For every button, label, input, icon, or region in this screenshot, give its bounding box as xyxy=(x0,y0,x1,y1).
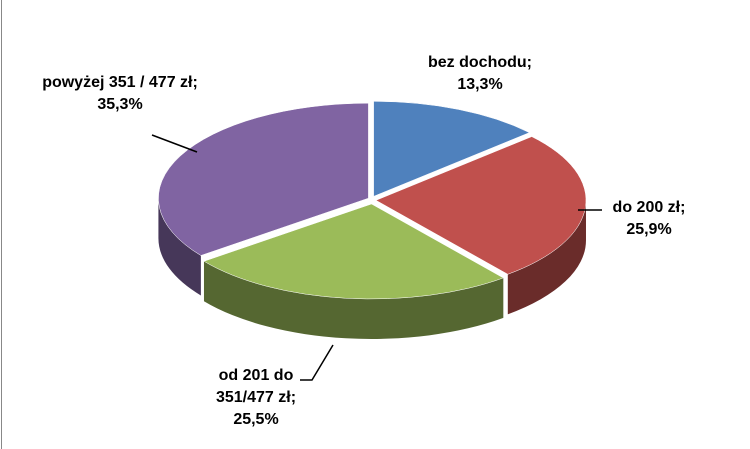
slice-side xyxy=(507,200,586,315)
label-value: 13,3% xyxy=(457,76,503,93)
leader-line xyxy=(300,344,334,381)
slice-side xyxy=(203,261,504,339)
leader-lines xyxy=(151,134,602,381)
slice-sides xyxy=(158,198,586,339)
label-value: 25,9% xyxy=(626,221,672,238)
data-label: do 200 zł; 25,9% xyxy=(604,197,694,241)
label-category: do 200 zł; xyxy=(612,199,686,216)
label-value: 25,5% xyxy=(233,411,279,428)
label-category: powyżej 351 / 477 zł; xyxy=(42,74,198,91)
data-label: powyżej 351 / 477 zł; 35,3% xyxy=(40,72,200,116)
slice-tops xyxy=(158,101,587,300)
leader-line xyxy=(151,134,198,153)
label-category: bez dochodu; xyxy=(428,54,532,71)
label-value: 35,3% xyxy=(97,96,143,113)
label-category: od 201 do 351/477 zł; xyxy=(215,367,297,406)
slice xyxy=(373,101,530,197)
slice-side xyxy=(158,198,201,296)
slice xyxy=(375,136,587,275)
slice xyxy=(158,102,369,256)
data-label: od 201 do 351/477 zł; 25,5% xyxy=(196,365,316,431)
data-label: bez dochodu; 13,3% xyxy=(400,52,560,96)
slice xyxy=(203,203,504,300)
